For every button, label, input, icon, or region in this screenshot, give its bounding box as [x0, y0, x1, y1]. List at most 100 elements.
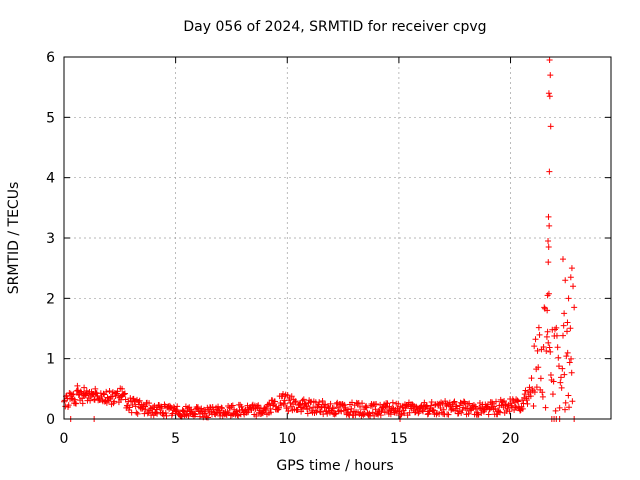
- data-point: [212, 411, 219, 418]
- data-point: [288, 393, 295, 400]
- data-point: [292, 398, 299, 405]
- data-point: [238, 403, 245, 410]
- y-tick-label: 5: [46, 110, 55, 126]
- data-point: [369, 409, 376, 416]
- data-point: [465, 410, 472, 417]
- data-point: [534, 347, 541, 354]
- data-point: [562, 399, 569, 406]
- data-point: [319, 397, 326, 404]
- data-point: [535, 364, 542, 371]
- data-point: [65, 402, 72, 409]
- data-point: [177, 412, 184, 419]
- data-point: [564, 328, 571, 335]
- data-point: [567, 325, 574, 332]
- data-point: [568, 369, 575, 376]
- y-tick-label: 1: [46, 352, 55, 368]
- data-point: [556, 404, 563, 411]
- data-point: [151, 402, 158, 409]
- data-point: [359, 400, 366, 407]
- data-point: [334, 404, 341, 411]
- data-point: [563, 353, 570, 360]
- data-point: [158, 405, 165, 412]
- data-point: [569, 398, 576, 405]
- chart-title: Day 056 of 2024, SRMTID for receiver cpv…: [183, 19, 486, 35]
- data-point: [472, 406, 479, 413]
- data-point: [482, 404, 489, 411]
- y-tick-label: 4: [46, 171, 55, 187]
- data-point: [545, 259, 552, 266]
- y-axis-label: SRMTID / TECUs: [6, 182, 22, 295]
- data-point: [91, 396, 98, 403]
- data-point: [549, 391, 556, 398]
- data-point: [451, 398, 458, 405]
- data-point: [300, 405, 307, 412]
- x-tick-label: 15: [390, 431, 408, 447]
- data-point: [566, 404, 573, 411]
- data-point: [568, 355, 575, 362]
- data-point: [445, 411, 452, 418]
- data-point: [111, 398, 118, 405]
- data-point: [461, 399, 468, 406]
- data-point: [215, 403, 222, 410]
- data-point: [562, 277, 569, 284]
- data-point: [523, 397, 530, 404]
- data-point: [119, 385, 126, 392]
- data-point: [126, 404, 133, 411]
- data-point: [535, 324, 542, 331]
- data-point: [555, 363, 562, 370]
- data-point: [545, 213, 552, 220]
- data-point: [546, 344, 553, 351]
- data-point: [75, 387, 82, 394]
- data-point: [536, 331, 543, 338]
- data-point: [324, 410, 331, 417]
- data-point: [369, 402, 376, 409]
- data-point: [285, 408, 292, 415]
- data-point: [273, 403, 280, 410]
- data-point: [125, 407, 132, 414]
- data-point: [562, 406, 569, 413]
- data-point: [316, 399, 323, 406]
- x-axis-label: GPS time / hours: [276, 458, 393, 474]
- data-point: [292, 399, 299, 406]
- data-point: [97, 390, 104, 397]
- data-point: [437, 405, 444, 412]
- data-point: [457, 399, 464, 406]
- data-point: [202, 408, 209, 415]
- data-point: [163, 412, 170, 419]
- data-point: [561, 310, 568, 317]
- data-point: [219, 405, 226, 412]
- data-point: [330, 405, 337, 412]
- data-point: [287, 400, 294, 407]
- data-point: [557, 379, 564, 386]
- data-point: [87, 397, 94, 404]
- data-point: [550, 378, 557, 385]
- data-point: [303, 403, 310, 410]
- data-point: [544, 328, 551, 335]
- data-point: [546, 168, 553, 175]
- x-tick-labels: 0 5 10 15 20: [60, 431, 520, 447]
- data-point: [92, 385, 99, 392]
- x-tick-label: 10: [278, 431, 296, 447]
- data-point: [558, 384, 565, 391]
- data-point: [389, 399, 396, 406]
- data-point: [430, 407, 437, 414]
- data-point: [565, 295, 572, 302]
- data-point: [179, 407, 186, 414]
- data-point: [458, 409, 465, 416]
- data-point: [553, 332, 560, 339]
- data-point: [389, 405, 396, 412]
- data-point: [180, 408, 187, 415]
- data-point: [559, 365, 566, 372]
- data-point: [564, 349, 571, 356]
- data-point: [198, 405, 205, 412]
- data-point: [148, 405, 155, 412]
- data-point: [415, 408, 422, 415]
- data-point: [302, 401, 309, 408]
- data-point: [383, 404, 390, 411]
- data-point: [552, 407, 559, 414]
- data-point: [229, 402, 236, 409]
- data-point: [476, 399, 483, 406]
- data-point: [74, 382, 81, 389]
- y-tick-label: 6: [46, 50, 55, 66]
